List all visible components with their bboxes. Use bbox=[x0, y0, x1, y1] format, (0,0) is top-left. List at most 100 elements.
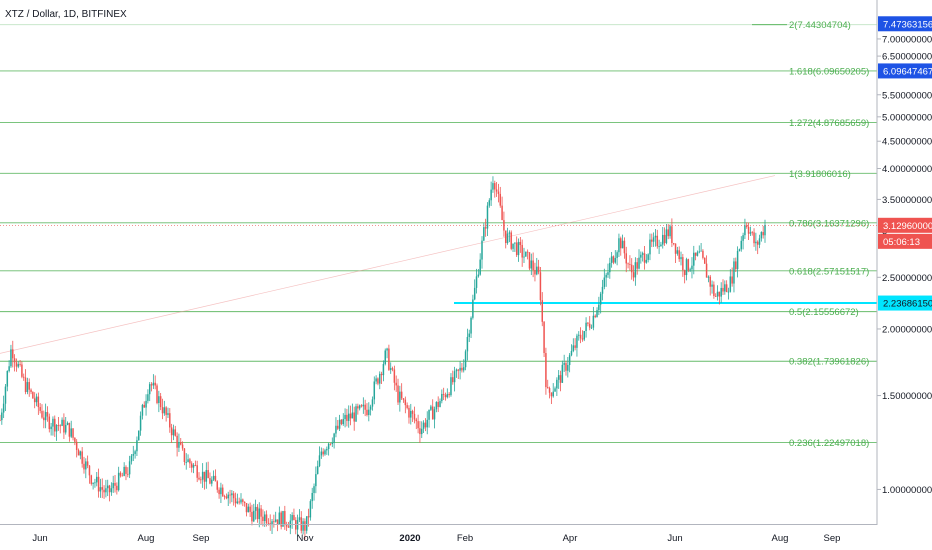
h-line-badge bbox=[878, 295, 932, 311]
candlestick-series bbox=[0, 176, 766, 540]
candle-body bbox=[389, 368, 392, 370]
candle-body bbox=[307, 516, 310, 518]
price-axis[interactable]: 1.00000000 1.50000000 2.00000000 2.50000000… bbox=[876, 0, 932, 525]
chart-title: XTZ / Dollar, 1D, BITFINEX bbox=[5, 9, 127, 20]
candle-body bbox=[152, 382, 155, 386]
candle-body bbox=[698, 251, 701, 253]
candle-body bbox=[753, 232, 755, 244]
h-line-badge-label: 2.23686150 bbox=[883, 299, 932, 310]
fib-1618-badge-label: 6.09647467 bbox=[883, 66, 932, 77]
candle-body bbox=[366, 409, 368, 416]
fibonacci-extension-levels[interactable] bbox=[0, 24, 877, 443]
candle-body bbox=[218, 489, 220, 495]
candle-body bbox=[154, 382, 156, 386]
candle-body bbox=[625, 253, 627, 264]
candle-body bbox=[35, 396, 38, 403]
candle-body bbox=[32, 392, 34, 399]
candle-body bbox=[46, 412, 49, 417]
candle-body bbox=[530, 260, 533, 269]
candle-body bbox=[379, 373, 381, 384]
candle-body bbox=[331, 442, 334, 444]
candle-body bbox=[37, 396, 40, 408]
candle-body bbox=[267, 522, 270, 524]
candle-body bbox=[410, 410, 412, 418]
candle-body bbox=[729, 276, 732, 292]
candle-body bbox=[346, 414, 348, 421]
candle-body bbox=[411, 410, 414, 414]
candle-body bbox=[247, 506, 250, 513]
candle-body bbox=[50, 426, 52, 430]
candle-body bbox=[620, 238, 622, 249]
candle-body bbox=[276, 519, 279, 525]
candle-body bbox=[508, 232, 511, 234]
candle-body bbox=[519, 241, 522, 245]
candle-body bbox=[231, 493, 233, 496]
candle-body bbox=[446, 394, 449, 398]
candle-body bbox=[612, 256, 615, 263]
candle-body bbox=[194, 465, 197, 466]
candle-body bbox=[327, 443, 330, 450]
candle-body bbox=[141, 404, 144, 416]
fib-level-label: 1.618(6.09650205) bbox=[789, 66, 869, 77]
candle-body bbox=[479, 259, 481, 275]
candle-body bbox=[221, 487, 224, 497]
candle-body bbox=[178, 442, 180, 448]
candle-body bbox=[514, 242, 516, 244]
candle-body bbox=[643, 253, 646, 263]
candle-body bbox=[128, 461, 131, 475]
fibonacci-level-labels: 2(7.44304704) 1.618(6.09650205) 1.272(4.87… bbox=[789, 20, 869, 449]
candle-body bbox=[4, 386, 7, 404]
candle-body bbox=[304, 521, 306, 531]
candle-body bbox=[322, 451, 324, 455]
fib-level-label: 0.786(3.16371296) bbox=[789, 218, 869, 229]
candle-body bbox=[725, 284, 728, 293]
candle-body bbox=[578, 334, 580, 336]
candle-body bbox=[424, 422, 427, 428]
candle-body bbox=[355, 406, 357, 422]
candle-body bbox=[165, 407, 167, 415]
candle-body bbox=[450, 377, 452, 396]
trend-line[interactable] bbox=[0, 175, 776, 354]
candle-body bbox=[402, 398, 405, 400]
candle-body bbox=[169, 413, 171, 428]
candle-body bbox=[136, 440, 138, 452]
candle-body bbox=[636, 262, 638, 269]
candle-body bbox=[647, 254, 649, 260]
candle-body bbox=[0, 419, 1, 421]
candle-body bbox=[21, 364, 23, 377]
candle-body bbox=[477, 274, 480, 277]
x-tick-label: Jun bbox=[32, 533, 47, 544]
countdown-badge bbox=[878, 233, 932, 249]
candle-body bbox=[567, 365, 569, 371]
time-axis[interactable]: Jun Aug Sep Nov 2020 Feb Apr Jun Aug Sep bbox=[0, 524, 877, 545]
candle-body bbox=[280, 512, 282, 527]
candle-body bbox=[300, 517, 303, 531]
candle-body bbox=[243, 501, 246, 503]
candle-body bbox=[223, 496, 226, 497]
candle-body bbox=[501, 205, 503, 221]
candle-body bbox=[676, 250, 679, 254]
candle-body bbox=[263, 514, 266, 522]
candle-body bbox=[614, 258, 617, 263]
candle-body bbox=[119, 472, 122, 476]
candle-body bbox=[472, 299, 474, 318]
candle-body bbox=[413, 413, 416, 420]
candle-body bbox=[545, 353, 547, 388]
candle-body bbox=[64, 424, 67, 433]
candle-body bbox=[652, 237, 655, 242]
candle-body bbox=[747, 226, 750, 234]
candle-body bbox=[373, 381, 376, 400]
y-tick-label: 2.50000000 bbox=[882, 273, 932, 284]
candle-body bbox=[760, 232, 763, 239]
candle-body bbox=[599, 293, 602, 305]
candle-body bbox=[318, 455, 321, 467]
candle-body bbox=[251, 511, 253, 522]
candle-body bbox=[326, 449, 328, 451]
candle-body bbox=[561, 364, 564, 383]
candle-body bbox=[99, 487, 102, 492]
candle-body bbox=[572, 345, 575, 351]
candle-body bbox=[629, 263, 631, 265]
candle-body bbox=[24, 377, 27, 393]
candle-body bbox=[490, 189, 492, 201]
